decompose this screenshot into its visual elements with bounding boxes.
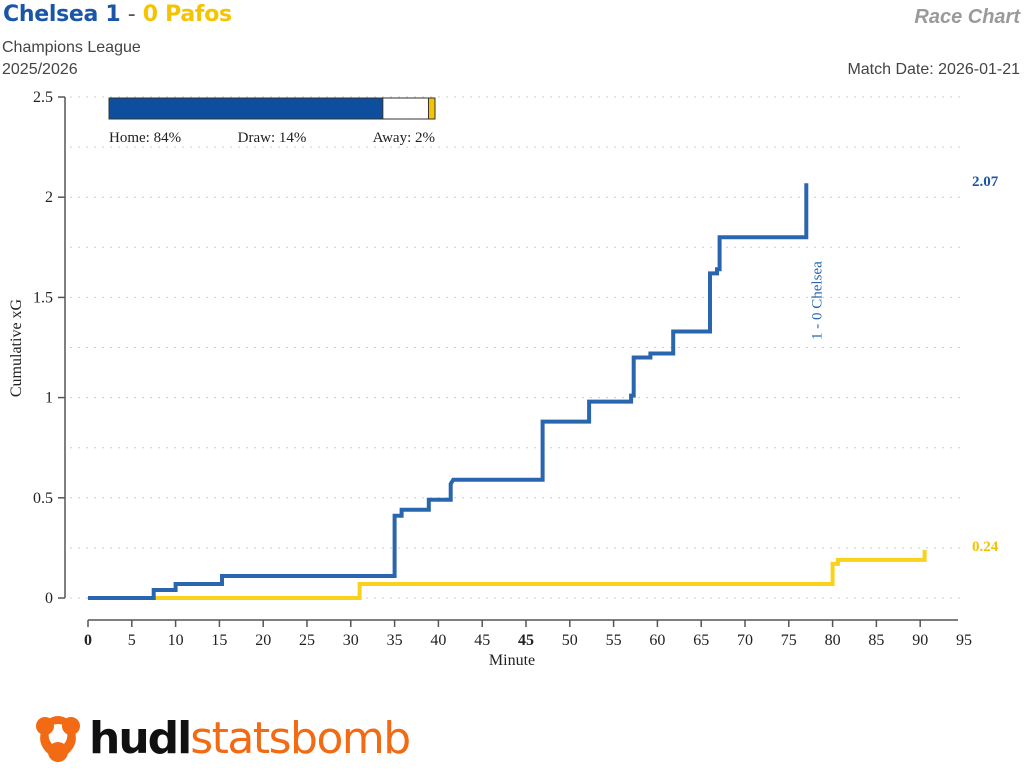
pafos-xg-line [88, 549, 927, 600]
statsbomb-logo-icon [36, 716, 80, 762]
chelsea-xg-line [88, 183, 809, 600]
home-prob-segment [109, 98, 383, 119]
y-tick-label: 1.5 [33, 289, 53, 306]
x-tick-label: 25 [299, 632, 315, 649]
away-prob-segment [428, 98, 435, 119]
x-tick-label: 40 [430, 632, 446, 649]
chart-type-title: Race Chart [914, 6, 1020, 28]
pafos-final-xg-label: 0.24 [972, 539, 999, 555]
away-team: 0 Pafos [142, 2, 232, 27]
match-title: Chelsea 1 - 0 Pafos [3, 2, 232, 27]
draw-prob-label: Draw: 14% [238, 130, 307, 146]
x-tick-label: 95 [956, 632, 972, 649]
x-tick-label: 30 [343, 632, 359, 649]
x-tick-label: 55 [606, 632, 622, 649]
x-tick-label: 0 [84, 632, 92, 649]
x-tick-label: 45 [474, 632, 490, 649]
x-tick-label: 65 [693, 632, 709, 649]
x-tick-label: 60 [649, 632, 665, 649]
x-tick-label: 70 [737, 632, 753, 649]
away-prob-label: Away: 2% [373, 130, 435, 146]
x-tick-label: 35 [387, 632, 403, 649]
x-tick-label: 5 [128, 632, 136, 649]
x-axis-label: Minute [489, 652, 535, 669]
x-tick-label: 80 [825, 632, 841, 649]
match-date: Match Date: 2026-01-21 [847, 61, 1020, 78]
y-tick-label: 0 [45, 590, 53, 607]
x-tick-label: 90 [912, 632, 928, 649]
draw-prob-segment [382, 98, 429, 119]
x-tick-label: 10 [168, 632, 184, 649]
home-team: Chelsea 1 [3, 2, 121, 27]
competition: Champions League [2, 39, 141, 56]
chelsea-final-xg-label: 2.07 [972, 174, 999, 190]
logo-statsbomb: statsbomb [190, 712, 411, 764]
xg-lines [88, 183, 927, 600]
hudl-statsbomb-logo: hudl statsbomb [33, 708, 411, 768]
y-axis-label: Cumulative xG [8, 298, 25, 397]
y-tick-label: 1 [45, 390, 53, 407]
x-tick-label: 50 [562, 632, 578, 649]
goal-annotation: 1 - 0 Chelsea [809, 261, 825, 340]
y-tick-label: 2.5 [33, 89, 53, 106]
score-separator: - [127, 2, 136, 27]
final-labels: 2.07 0.24 1 - 0 Chelsea [809, 174, 998, 555]
y-tick-label: 2 [45, 189, 53, 206]
x-tick-label: 45 [518, 632, 534, 649]
grid-lines [70, 96, 960, 599]
axes: 0 0.5 1 1.5 2 2.5 Cumulative xG 0 5 10 15 20 25 30 35 4… [8, 89, 972, 669]
win-probability-bar: Home: 84% Draw: 14% Away: 2% [108, 97, 436, 146]
logo-hudl: hudl [89, 712, 192, 764]
y-tick-label: 0.5 [33, 490, 53, 507]
season: 2025/2026 [2, 61, 78, 78]
home-prob-label: Home: 84% [109, 130, 181, 146]
x-tick-label: 75 [781, 632, 797, 649]
race-chart: 0 0.5 1 1.5 2 2.5 Cumulative xG 0 5 10 15 20 25 30 35 4… [8, 89, 999, 669]
x-tick-label: 85 [868, 632, 884, 649]
x-tick-label: 15 [211, 632, 227, 649]
x-tick-label: 20 [255, 632, 271, 649]
